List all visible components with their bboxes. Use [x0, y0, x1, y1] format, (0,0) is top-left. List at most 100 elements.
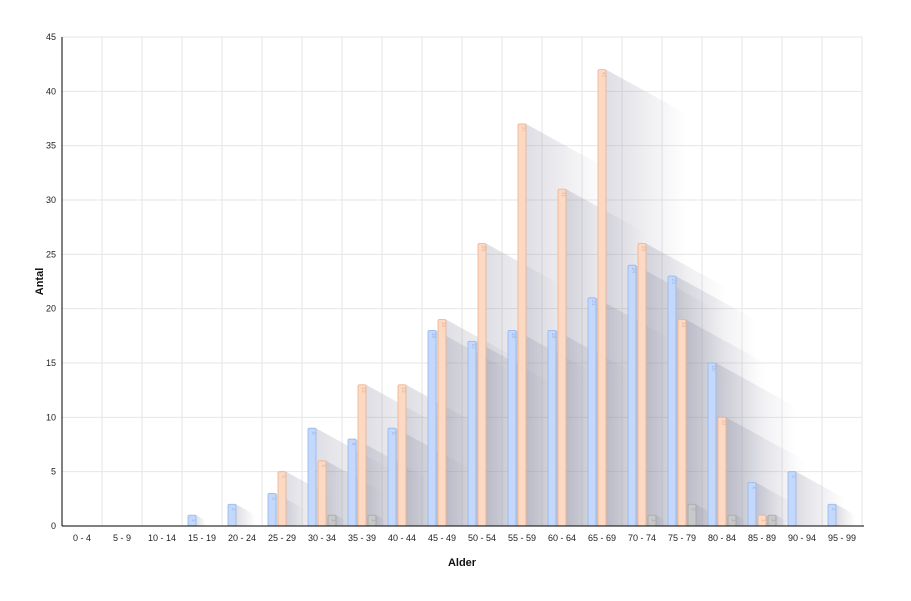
bar-shadow	[336, 515, 346, 526]
bar	[597, 69, 607, 527]
bar-value-label: 1	[770, 519, 776, 522]
x-axis-title: Alder	[448, 557, 477, 569]
bar-value-label: 21	[590, 300, 596, 306]
x-tick-label: 65 - 69	[588, 533, 616, 543]
x-tick-label: 0 - 4	[73, 533, 91, 543]
x-tick-label: 60 - 64	[548, 533, 576, 543]
x-tick-label: 20 - 24	[228, 533, 256, 543]
bar-value-label: 13	[400, 387, 406, 393]
bar-value-label: 5	[790, 475, 796, 478]
x-tick-label: 50 - 54	[468, 533, 496, 543]
x-tick-label: 70 - 74	[628, 533, 656, 543]
bar-value-label: 2	[830, 508, 836, 511]
y-tick-label: 30	[46, 195, 56, 205]
bar	[307, 427, 317, 527]
bar-value-label: 18	[430, 333, 436, 339]
bar	[717, 416, 727, 527]
bar	[707, 362, 717, 527]
bar-value-label: 1	[760, 519, 766, 522]
bar-value-label: 1	[370, 519, 376, 522]
bar	[347, 438, 357, 527]
x-tick-label: 35 - 39	[348, 533, 376, 543]
bar	[667, 275, 677, 527]
x-tick-label: 5 - 9	[113, 533, 131, 543]
y-tick-label: 35	[46, 141, 56, 151]
bar-value-label: 17	[470, 343, 476, 349]
bar	[587, 297, 597, 527]
bar-value-label: 1	[190, 519, 196, 522]
bar	[787, 471, 797, 527]
bar-value-label: 1	[330, 519, 336, 522]
x-tick-labels: 0 - 4 5 - 9 10 - 14 15 - 19 20 - 24 25 - 29 30…	[73, 533, 856, 543]
bar-shadow	[836, 504, 856, 526]
x-tick-label: 55 - 59	[508, 533, 536, 543]
bar-value-label: 5	[280, 475, 286, 478]
bar	[637, 243, 647, 527]
bar-value-label: 3	[270, 497, 276, 500]
bar-value-label: 23	[670, 278, 676, 284]
bar	[747, 482, 757, 527]
bar-value-label: 1	[730, 519, 736, 522]
x-tick-label: 40 - 44	[388, 533, 416, 543]
bar-value-label: 24	[630, 267, 636, 273]
x-tick-label: 25 - 29	[268, 533, 296, 543]
bar-value-label: 15	[710, 365, 716, 371]
bar-value-label: 10	[720, 420, 726, 426]
y-tick-label: 40	[46, 86, 56, 96]
bar	[547, 329, 557, 527]
bar	[627, 264, 637, 527]
bar	[507, 329, 517, 527]
bar-shadow	[726, 417, 806, 526]
bar-value-label: 26	[480, 246, 486, 252]
bar-shadow	[656, 515, 666, 526]
x-tick-label: 75 - 79	[668, 533, 696, 543]
bar	[427, 329, 437, 527]
y-tick-label: 25	[46, 249, 56, 259]
bar-value-label: 19	[440, 322, 446, 328]
bar-value-label: 9	[390, 432, 396, 435]
bar	[477, 243, 487, 527]
x-tick-label: 30 - 34	[308, 533, 336, 543]
y-tick-label: 5	[51, 467, 56, 477]
bar	[357, 384, 367, 527]
bar-value-label: 18	[550, 333, 556, 339]
x-tick-label: 45 - 49	[428, 533, 456, 543]
bar-value-label: 26	[640, 246, 646, 252]
bar	[437, 319, 447, 527]
bar	[557, 188, 567, 527]
bar-value-label: 2	[690, 508, 696, 511]
bar-value-label: 37	[520, 126, 526, 132]
x-tick-label: 80 - 84	[708, 533, 736, 543]
bar-value-label: 18	[510, 333, 516, 339]
y-tick-label: 10	[46, 412, 56, 422]
y-axis-title: Antal	[34, 268, 46, 296]
bar	[397, 384, 407, 527]
axes	[61, 37, 864, 527]
y-tick-label: 45	[46, 32, 56, 42]
bar-value-label: 8	[350, 443, 356, 446]
bar-value-label: 19	[680, 322, 686, 328]
x-tick-label: 90 - 94	[788, 533, 816, 543]
bar-shadow	[376, 515, 386, 526]
y-tick-label: 15	[46, 358, 56, 368]
bar-value-label: 2	[230, 508, 236, 511]
bar-value-label: 13	[360, 387, 366, 393]
x-tick-label: 85 - 89	[748, 533, 776, 543]
y-tick-label: 20	[46, 304, 56, 314]
bar-value-label: 4	[750, 486, 756, 489]
bar-shadow	[736, 515, 746, 526]
y-tick-labels: 0 5 10 15 20 25 30 35 40 45	[46, 32, 56, 531]
x-tick-label: 15 - 19	[188, 533, 216, 543]
bar	[277, 471, 287, 527]
bar	[677, 319, 687, 527]
y-tick-label: 0	[51, 521, 56, 531]
bar-value-label: 9	[310, 432, 316, 435]
bar-shadow	[236, 504, 256, 526]
x-tick-label: 95 - 99	[828, 533, 856, 543]
bar-value-label: 6	[320, 464, 326, 467]
x-tick-label: 10 - 14	[148, 533, 176, 543]
bar	[467, 340, 477, 527]
